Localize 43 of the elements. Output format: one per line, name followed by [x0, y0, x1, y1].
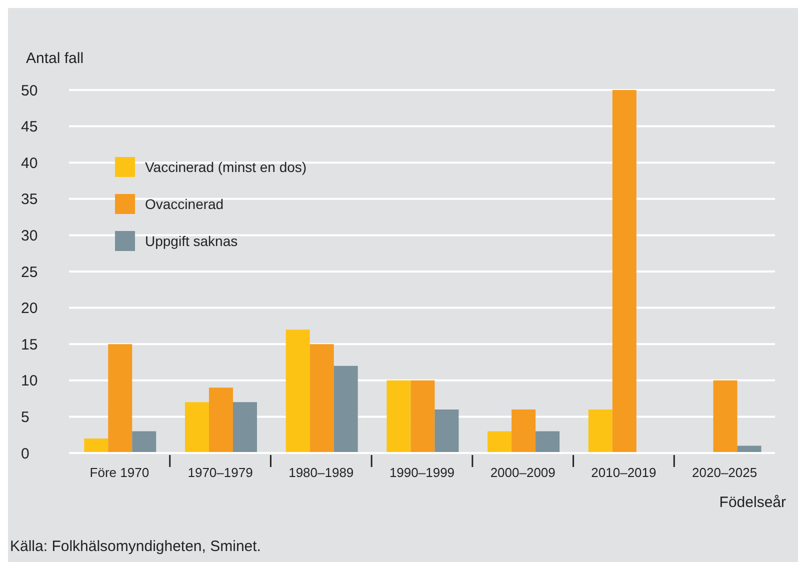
x-tick-label: Före 1970: [90, 465, 150, 480]
legend-label: Vaccinerad (minst en dos): [145, 158, 307, 174]
bar: [208, 388, 233, 453]
x-tick-label: 2020–2025: [692, 465, 758, 480]
x-tick-label: 1970–1979: [188, 465, 253, 480]
bar: [310, 344, 334, 453]
bar: [612, 90, 636, 453]
bar: [184, 402, 209, 453]
bar: [84, 438, 108, 453]
x-tick-label: 1980–1989: [288, 465, 354, 480]
x-tick-label: 2000–2009: [490, 465, 556, 480]
bar: [410, 380, 435, 453]
legend-label: Uppgift saknas: [145, 232, 238, 248]
bar: [334, 366, 358, 453]
bar: [108, 344, 132, 453]
legend-label: Ovaccinerad: [145, 196, 224, 212]
y-tick-label: 10: [21, 372, 38, 390]
bar: [488, 431, 512, 453]
bar: [737, 446, 762, 453]
y-tick-label: 5: [21, 409, 30, 426]
bar: [512, 409, 536, 453]
y-tick-label: 20: [21, 300, 38, 318]
bar: [588, 409, 612, 453]
x-axis-title: Födelseår: [719, 494, 786, 511]
y-tick-label: 35: [21, 191, 38, 208]
bar: [286, 330, 310, 453]
bar: [536, 431, 560, 453]
bar: [232, 402, 257, 453]
y-tick-label: 30: [21, 228, 38, 245]
y-tick-label: 15: [21, 336, 38, 354]
y-tick-label: 50: [21, 82, 38, 100]
y-axis-title: Antal fall: [26, 50, 84, 67]
bar: [434, 409, 459, 453]
y-tick-label: 40: [21, 154, 38, 172]
bar: [386, 380, 411, 453]
x-tick-label: 2010–2019: [591, 465, 656, 480]
y-tick-label: 25: [21, 264, 38, 281]
bar: [713, 380, 738, 453]
text: Källa: Folkhälsomyndigheten, Sminet.: [10, 538, 261, 555]
bar: [132, 431, 156, 453]
y-tick-label: 45: [21, 118, 38, 136]
x-tick-label: 1990–1999: [389, 465, 455, 480]
y-tick-label: 0: [21, 445, 30, 462]
